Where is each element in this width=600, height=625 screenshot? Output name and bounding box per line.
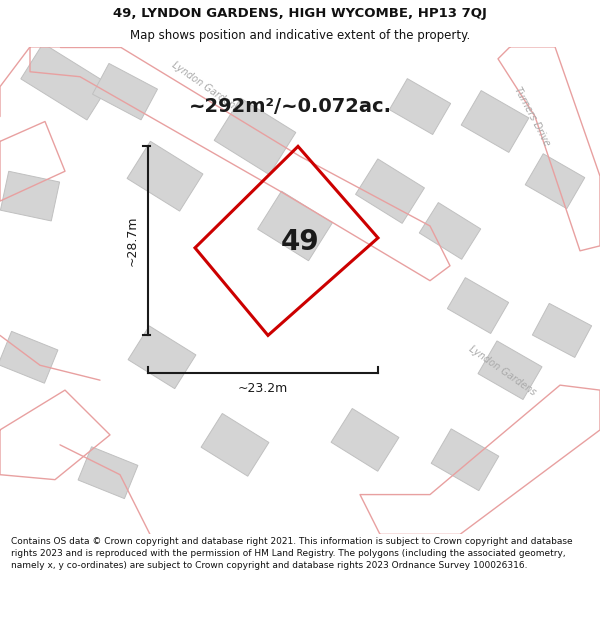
Text: 49, LYNDON GARDENS, HIGH WYCOMBE, HP13 7QJ: 49, LYNDON GARDENS, HIGH WYCOMBE, HP13 7… bbox=[113, 7, 487, 19]
Polygon shape bbox=[128, 326, 196, 389]
Polygon shape bbox=[448, 278, 509, 334]
Polygon shape bbox=[478, 341, 542, 399]
Polygon shape bbox=[201, 414, 269, 476]
Polygon shape bbox=[532, 303, 592, 358]
Text: Contains OS data © Crown copyright and database right 2021. This information is : Contains OS data © Crown copyright and d… bbox=[11, 537, 572, 570]
Polygon shape bbox=[214, 98, 296, 174]
Polygon shape bbox=[257, 191, 332, 261]
Text: Lyndon Gardens: Lyndon Gardens bbox=[170, 60, 241, 114]
Polygon shape bbox=[389, 79, 451, 134]
Polygon shape bbox=[431, 429, 499, 491]
Text: Turners Drive: Turners Drive bbox=[512, 85, 552, 148]
Polygon shape bbox=[21, 43, 109, 120]
Polygon shape bbox=[1, 171, 59, 221]
Text: ~23.2m: ~23.2m bbox=[238, 382, 288, 395]
Polygon shape bbox=[461, 91, 529, 152]
Polygon shape bbox=[331, 409, 399, 471]
Text: ~28.7m: ~28.7m bbox=[126, 216, 139, 266]
Text: ~292m²/~0.072ac.: ~292m²/~0.072ac. bbox=[188, 97, 392, 116]
Polygon shape bbox=[127, 141, 203, 211]
Polygon shape bbox=[92, 63, 157, 120]
Text: Map shows position and indicative extent of the property.: Map shows position and indicative extent… bbox=[130, 29, 470, 42]
Polygon shape bbox=[356, 159, 424, 223]
Text: 49: 49 bbox=[280, 228, 319, 256]
Text: Lyndon Gardens: Lyndon Gardens bbox=[467, 343, 538, 397]
Polygon shape bbox=[525, 154, 585, 209]
Polygon shape bbox=[0, 331, 58, 383]
Polygon shape bbox=[419, 202, 481, 259]
Polygon shape bbox=[78, 447, 138, 499]
